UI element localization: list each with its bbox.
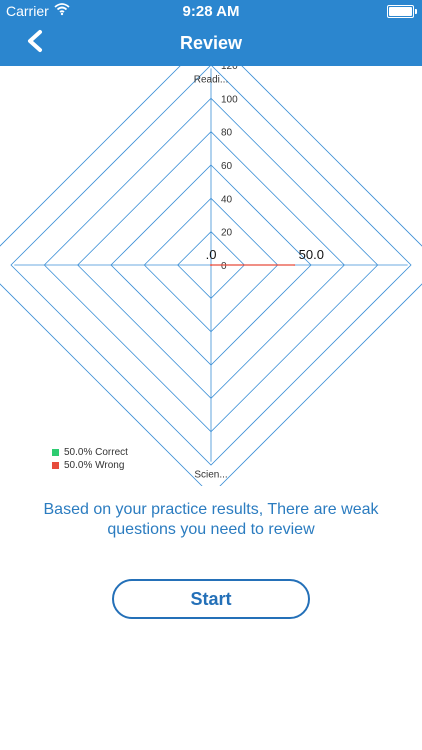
legend-swatch-wrong <box>52 462 59 469</box>
grid-ring-outer <box>0 66 422 486</box>
grid-ring-120 <box>10 66 412 466</box>
tick-label-120: 120 <box>221 66 238 72</box>
back-button[interactable] <box>22 28 52 58</box>
legend-label-wrong: 50.0% Wrong <box>64 460 125 471</box>
legend-swatch-correct <box>52 449 59 456</box>
radar-chart: 020406080100120Readi...MathScien...Engli… <box>0 66 422 486</box>
tick-label-20: 20 <box>221 228 233 239</box>
data-label-math: 50.0 <box>299 247 324 262</box>
tick-label-100: 100 <box>221 94 238 105</box>
series-point-1 <box>293 264 296 266</box>
legend-item-wrong: 50.0% Wrong <box>52 459 128 472</box>
start-button[interactable]: Start <box>112 579 310 619</box>
status-bar: Carrier 9:28 AM <box>0 0 422 22</box>
data-label-reading: .0 <box>206 247 217 262</box>
series-point-3 <box>210 264 212 266</box>
carrier-label: Carrier <box>6 3 49 19</box>
axis-label-2: Scien... <box>194 470 227 481</box>
chart-legend: 50.0% Correct 50.0% Wrong <box>52 446 128 472</box>
chevron-left-icon <box>28 30 42 52</box>
axis-label-0: Readi... <box>194 74 228 85</box>
battery-icon <box>387 5 417 18</box>
tick-label-40: 40 <box>221 194 233 205</box>
nav-header: Carrier 9:28 AM Review <box>0 0 422 66</box>
page-title: Review <box>179 33 243 53</box>
tick-label-0: 0 <box>221 261 227 272</box>
review-message: Based on your practice results, There ar… <box>43 501 379 538</box>
legend-label-correct: 50.0% Correct <box>64 447 128 458</box>
legend-item-correct: 50.0% Correct <box>52 446 128 459</box>
status-time: 9:28 AM <box>182 3 240 20</box>
tick-label-60: 60 <box>221 161 233 172</box>
wifi-icon <box>54 3 70 16</box>
tick-label-80: 80 <box>221 128 233 139</box>
